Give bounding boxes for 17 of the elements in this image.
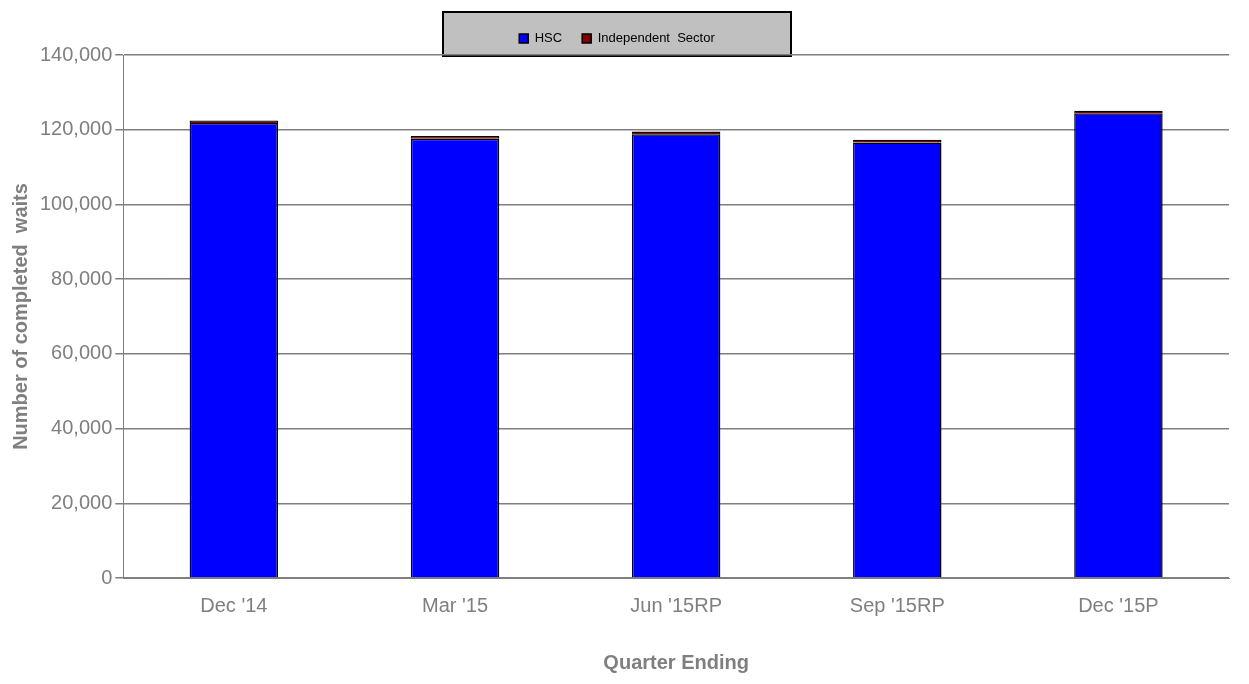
x-axis-title: Quarter Ending — [603, 650, 749, 673]
y-tick-label: 100,000 — [40, 191, 113, 214]
x-tick-label: Jun '15RP — [630, 593, 722, 616]
y-tick-label: 80,000 — [51, 266, 113, 289]
y-tick-label: 0 — [101, 565, 113, 588]
x-tick-label: Mar '15 — [421, 593, 489, 616]
y-tick-label: 140,000 — [40, 42, 113, 65]
y-tick-label: 40,000 — [51, 416, 113, 439]
x-tick-label: Sep '15RP — [849, 593, 945, 616]
y-tick-label: 60,000 — [51, 341, 113, 364]
legend-label: Independent Sector — [597, 30, 716, 46]
legend-label: HSC — [534, 30, 563, 46]
x-tick-label: Dec '14 — [200, 593, 268, 616]
x-tick-label: Dec '15P — [1078, 593, 1159, 616]
y-tick-label: 20,000 — [51, 490, 113, 513]
y-axis-title: Number of completed waits — [8, 183, 31, 450]
y-tick-label: 120,000 — [40, 117, 113, 140]
